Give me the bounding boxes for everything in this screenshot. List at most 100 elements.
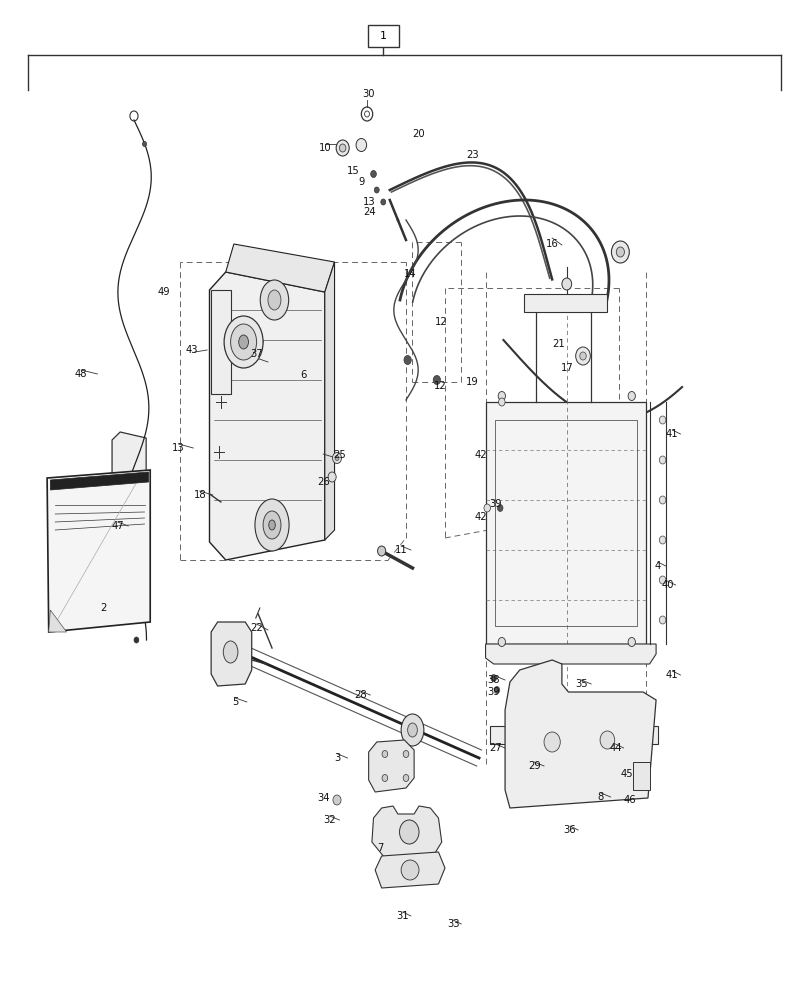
Text: 48: 48: [75, 369, 88, 379]
Text: 24: 24: [363, 207, 375, 217]
Ellipse shape: [628, 638, 634, 647]
Ellipse shape: [263, 511, 281, 539]
Ellipse shape: [659, 536, 665, 544]
Ellipse shape: [230, 324, 256, 360]
Text: 12: 12: [435, 317, 448, 327]
Text: 17: 17: [560, 363, 573, 373]
Ellipse shape: [493, 686, 499, 694]
Polygon shape: [490, 726, 657, 744]
Text: 7: 7: [376, 843, 383, 853]
Ellipse shape: [381, 774, 387, 782]
Text: 29: 29: [527, 761, 540, 771]
Text: 33: 33: [446, 919, 459, 929]
Text: 49: 49: [157, 287, 170, 297]
Ellipse shape: [399, 820, 418, 844]
Text: 22: 22: [250, 623, 263, 633]
Polygon shape: [375, 852, 444, 888]
Ellipse shape: [380, 199, 385, 205]
Ellipse shape: [134, 637, 139, 643]
Ellipse shape: [497, 391, 504, 400]
Text: 47: 47: [111, 521, 124, 531]
Polygon shape: [211, 622, 251, 686]
Ellipse shape: [498, 398, 504, 406]
Ellipse shape: [328, 472, 336, 482]
Text: 20: 20: [412, 129, 425, 139]
Text: 41: 41: [665, 670, 678, 680]
Text: 28: 28: [354, 690, 367, 700]
Polygon shape: [49, 610, 67, 632]
Polygon shape: [112, 432, 146, 552]
Ellipse shape: [561, 278, 571, 290]
Polygon shape: [523, 294, 607, 312]
Ellipse shape: [223, 641, 238, 663]
Ellipse shape: [336, 140, 349, 156]
Ellipse shape: [401, 714, 423, 746]
Polygon shape: [211, 290, 231, 394]
Text: 30: 30: [362, 89, 375, 99]
Text: 25: 25: [333, 450, 345, 460]
Ellipse shape: [333, 795, 341, 805]
Ellipse shape: [402, 750, 408, 758]
Ellipse shape: [377, 546, 385, 556]
Ellipse shape: [374, 187, 379, 193]
Ellipse shape: [333, 452, 341, 464]
Polygon shape: [209, 272, 324, 560]
Text: 15: 15: [346, 166, 359, 176]
Text: 19: 19: [466, 377, 478, 387]
Text: 13: 13: [363, 197, 375, 207]
Text: 41: 41: [665, 429, 678, 439]
Ellipse shape: [370, 170, 375, 178]
Ellipse shape: [616, 247, 624, 257]
Ellipse shape: [401, 860, 418, 880]
Ellipse shape: [579, 352, 586, 360]
Text: 40: 40: [660, 580, 673, 590]
Ellipse shape: [268, 520, 275, 530]
Text: 16: 16: [545, 239, 558, 249]
Ellipse shape: [543, 732, 560, 752]
Ellipse shape: [483, 504, 490, 512]
Text: 34: 34: [316, 793, 329, 803]
Ellipse shape: [575, 347, 590, 365]
Ellipse shape: [268, 290, 281, 310]
Ellipse shape: [142, 141, 146, 146]
Ellipse shape: [260, 280, 289, 320]
Text: 3: 3: [334, 753, 341, 763]
Text: 23: 23: [466, 150, 478, 160]
Ellipse shape: [334, 456, 338, 460]
Text: 10: 10: [318, 143, 331, 153]
Ellipse shape: [490, 674, 496, 682]
Ellipse shape: [497, 638, 504, 647]
Text: 32: 32: [323, 815, 336, 825]
Text: 39: 39: [488, 499, 501, 509]
Ellipse shape: [659, 416, 665, 424]
Ellipse shape: [255, 499, 289, 551]
Text: 1: 1: [380, 31, 386, 41]
Ellipse shape: [599, 731, 614, 749]
Text: 21: 21: [551, 339, 564, 349]
Polygon shape: [504, 660, 655, 808]
Ellipse shape: [381, 750, 387, 758]
Text: 46: 46: [623, 795, 636, 805]
Text: 13: 13: [172, 443, 185, 453]
Ellipse shape: [496, 504, 502, 512]
Text: 42: 42: [474, 450, 487, 460]
Text: 44: 44: [608, 743, 621, 753]
Ellipse shape: [402, 774, 408, 782]
Text: 11: 11: [394, 545, 407, 555]
Text: 6: 6: [300, 370, 307, 380]
Text: 12: 12: [433, 381, 446, 391]
Text: 5: 5: [232, 697, 238, 707]
Text: 26: 26: [316, 477, 329, 487]
Ellipse shape: [611, 241, 629, 263]
Text: 37: 37: [250, 349, 263, 359]
Ellipse shape: [659, 616, 665, 624]
Text: 39: 39: [487, 687, 500, 697]
Ellipse shape: [355, 138, 367, 151]
Text: 45: 45: [620, 769, 633, 779]
Bar: [367, 25, 398, 47]
Text: 4: 4: [654, 561, 660, 571]
Text: 9: 9: [358, 177, 364, 187]
Text: 35: 35: [574, 679, 587, 689]
Polygon shape: [485, 644, 655, 664]
Ellipse shape: [659, 456, 665, 464]
